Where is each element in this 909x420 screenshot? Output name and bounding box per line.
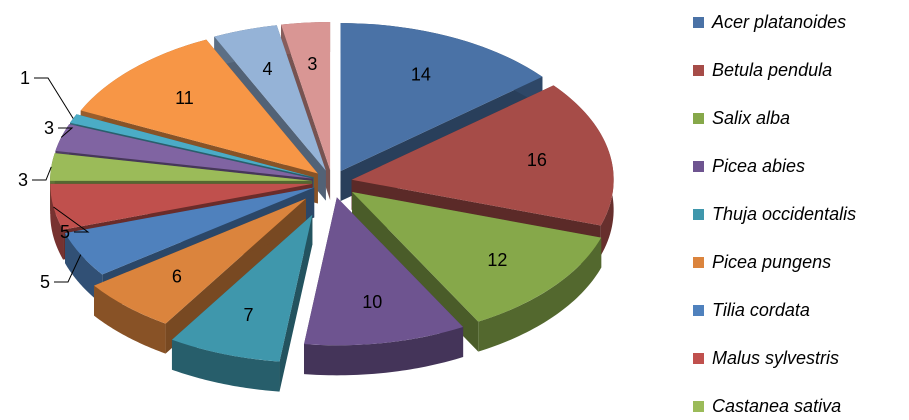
pie-slice-top [80,39,318,174]
legend-swatch [693,304,704,316]
pie-slice-rim [171,339,280,392]
pie-slice-rim [478,237,602,352]
pie-slice-4 [171,214,313,392]
leader-line [54,254,82,283]
pie-slice-wall [279,214,313,392]
data-label: 3 [307,54,317,74]
pie-slice-top [281,22,331,171]
legend-swatch [693,400,704,412]
leader-line [32,166,52,181]
legend-label: Salix alba [712,107,791,128]
pie-slice-top [70,114,314,178]
data-label: 7 [243,305,253,325]
legend-swatch [693,64,704,76]
pie-slice-top [171,214,313,362]
legend-item: Betula pendula [693,56,832,84]
legend-swatch [693,256,704,268]
data-label: 5 [60,222,70,242]
pie-slice-top [340,23,543,172]
pie-slice-3 [304,197,464,376]
legend-label: Picea abies [712,155,806,176]
pie-slice-top [304,197,464,346]
data-label: 6 [172,266,182,286]
pie-slice-top [50,153,313,181]
data-label: 14 [411,65,431,85]
pie-slice-rim [94,285,166,354]
legend-item: Castanea sativa [693,392,841,420]
data-label: 10 [362,292,382,312]
data-label: 3 [44,118,54,138]
legend-swatch [693,16,704,28]
legend-label: Malus sylvestris [712,347,840,368]
pie-slice-top [94,198,306,324]
pie-slice-top [214,25,326,171]
pie-slice-top [352,191,602,322]
legend: Acer platanoides Betula pendula Salix alba… [693,0,909,419]
data-label: 5 [40,272,50,292]
legend-item: Thuja occidentalis [693,200,856,228]
legend-swatch [693,112,704,124]
pie-slice-top [50,183,313,230]
legend-item: Acer platanoides [693,8,846,36]
pie-slice-rim [304,327,464,376]
pie-slice-top [55,124,313,179]
pie-slice-top [65,187,315,275]
pie-slice-rim [65,233,103,305]
legend-label: Tilia cordata [712,299,810,320]
legend-swatch [693,208,704,220]
legend-swatch [693,160,704,172]
data-label: 12 [487,250,507,270]
leader-line [34,77,74,119]
data-label: 1 [20,68,30,88]
data-label: 3 [18,170,28,190]
legend-item: Tilia cordata [693,296,810,324]
legend-item: Malus sylvestris [693,344,839,372]
legend-item: Picea pungens [693,248,831,276]
data-label: 16 [527,150,547,170]
pie-slice-top [351,85,614,226]
data-label: 4 [263,59,273,79]
legend-label: Acer platanoides [712,11,847,32]
leader-line [53,206,90,233]
legend-item: Salix alba [693,104,790,132]
legend-swatch [693,352,704,364]
leader-line [58,127,74,138]
pie-slice-rim [50,183,64,260]
legend-label: Picea pungens [712,251,832,272]
legend-item: Picea abies [693,152,805,180]
legend-label: Castanea sativa [712,395,842,416]
data-label: 11 [175,88,194,108]
legend-label: Thuja occidentalis [712,203,857,224]
legend-label: Betula pendula [712,59,833,80]
